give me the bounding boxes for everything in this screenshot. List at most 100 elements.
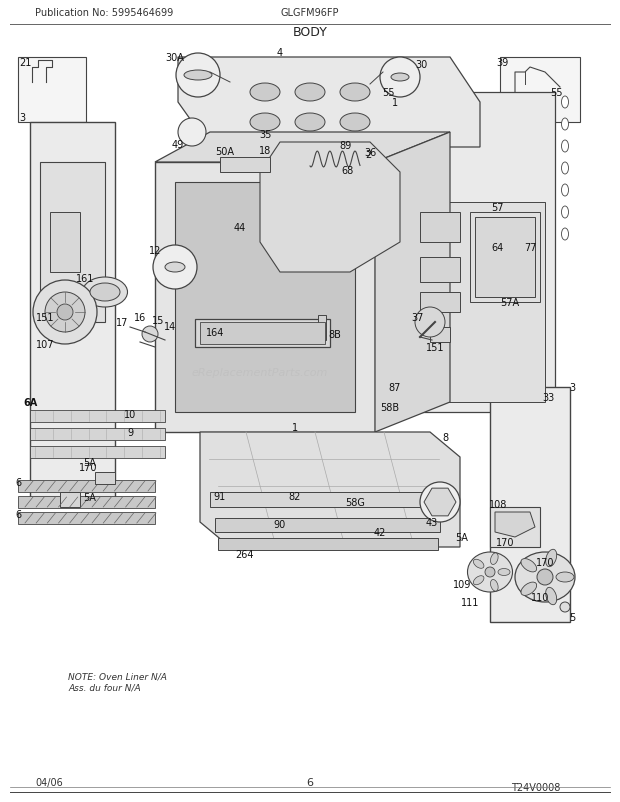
- Ellipse shape: [515, 553, 575, 602]
- Text: 8B: 8B: [329, 330, 342, 339]
- Text: 21: 21: [19, 58, 31, 68]
- Text: 164: 164: [206, 327, 224, 338]
- Bar: [18, 58, 86, 123]
- Bar: [475, 217, 535, 298]
- Ellipse shape: [82, 277, 128, 308]
- Bar: [490, 508, 540, 547]
- Text: 39: 39: [496, 58, 508, 68]
- Text: 3: 3: [19, 113, 25, 123]
- Text: 111: 111: [461, 597, 479, 607]
- Bar: [215, 518, 440, 533]
- Ellipse shape: [546, 588, 557, 605]
- Polygon shape: [178, 58, 480, 148]
- Polygon shape: [175, 183, 355, 412]
- Text: 17: 17: [116, 318, 128, 327]
- Text: 10: 10: [124, 410, 136, 419]
- Bar: [30, 447, 165, 459]
- Text: 58B: 58B: [381, 403, 399, 412]
- Ellipse shape: [391, 74, 409, 82]
- Text: GLGFM96FP: GLGFM96FP: [281, 8, 339, 18]
- Ellipse shape: [562, 229, 569, 241]
- Ellipse shape: [474, 560, 484, 569]
- Bar: [200, 322, 325, 345]
- Text: 151: 151: [426, 342, 445, 353]
- Text: Publication No: 5995464699: Publication No: 5995464699: [35, 8, 173, 18]
- Polygon shape: [18, 496, 155, 508]
- Ellipse shape: [250, 114, 280, 132]
- Text: 8: 8: [442, 432, 448, 443]
- Text: 64: 64: [491, 243, 503, 253]
- Ellipse shape: [562, 184, 569, 196]
- Circle shape: [420, 482, 460, 522]
- Text: 4: 4: [277, 48, 283, 58]
- Text: 30: 30: [415, 60, 427, 70]
- Ellipse shape: [467, 553, 513, 592]
- Ellipse shape: [556, 573, 574, 582]
- Text: 109: 109: [453, 579, 471, 589]
- Text: 37: 37: [412, 313, 424, 322]
- Text: 3: 3: [569, 383, 575, 392]
- Polygon shape: [155, 133, 450, 163]
- Circle shape: [178, 119, 206, 147]
- Text: 49: 49: [172, 140, 184, 150]
- Text: 151: 151: [36, 313, 55, 322]
- Text: 6: 6: [306, 777, 314, 787]
- Text: 50A: 50A: [216, 147, 234, 157]
- Ellipse shape: [90, 284, 120, 302]
- Polygon shape: [260, 143, 400, 273]
- Ellipse shape: [340, 84, 370, 102]
- Circle shape: [176, 54, 220, 98]
- Ellipse shape: [562, 163, 569, 175]
- Text: 170: 170: [496, 537, 514, 547]
- Bar: [420, 213, 460, 243]
- Text: 30A: 30A: [166, 53, 184, 63]
- Ellipse shape: [184, 71, 212, 81]
- Text: 107: 107: [36, 339, 55, 350]
- Circle shape: [142, 326, 158, 342]
- Text: 5: 5: [569, 612, 575, 622]
- Ellipse shape: [498, 569, 510, 576]
- Text: 91: 91: [214, 492, 226, 501]
- Polygon shape: [155, 163, 375, 432]
- Polygon shape: [18, 512, 155, 525]
- Text: BODY: BODY: [293, 26, 327, 39]
- Ellipse shape: [562, 97, 569, 109]
- Circle shape: [380, 58, 420, 98]
- Text: 87: 87: [389, 383, 401, 392]
- Text: 55: 55: [382, 88, 394, 98]
- Text: eReplacementParts.com: eReplacementParts.com: [192, 367, 328, 378]
- Ellipse shape: [490, 553, 498, 565]
- Text: 04/06: 04/06: [35, 777, 63, 787]
- Bar: [30, 411, 165, 423]
- Text: 110: 110: [531, 592, 549, 602]
- Ellipse shape: [562, 141, 569, 153]
- Text: 5A: 5A: [456, 533, 469, 542]
- Bar: [30, 428, 165, 440]
- Text: 36: 36: [364, 148, 376, 158]
- Text: 82: 82: [289, 492, 301, 501]
- Text: 1: 1: [392, 98, 398, 107]
- Text: 12: 12: [149, 245, 161, 256]
- Circle shape: [537, 569, 553, 585]
- Bar: [318, 316, 326, 341]
- Text: 57: 57: [491, 203, 503, 213]
- Text: 55: 55: [550, 88, 562, 98]
- Ellipse shape: [295, 114, 325, 132]
- Bar: [500, 58, 580, 123]
- Circle shape: [153, 245, 197, 290]
- Bar: [218, 538, 438, 550]
- Text: 57A: 57A: [500, 298, 520, 308]
- Text: 77: 77: [524, 243, 536, 253]
- Text: 2: 2: [365, 150, 371, 160]
- Polygon shape: [30, 123, 115, 502]
- Ellipse shape: [521, 582, 537, 596]
- Ellipse shape: [562, 207, 569, 219]
- Text: 14: 14: [164, 322, 176, 331]
- Ellipse shape: [165, 263, 185, 273]
- Text: 58G: 58G: [345, 497, 365, 508]
- Polygon shape: [200, 432, 460, 547]
- Ellipse shape: [474, 576, 484, 585]
- Polygon shape: [490, 387, 570, 622]
- Circle shape: [415, 308, 445, 338]
- Text: 161: 161: [76, 273, 94, 284]
